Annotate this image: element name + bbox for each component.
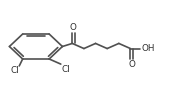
Text: OH: OH [141, 44, 155, 53]
Text: Cl: Cl [10, 66, 19, 75]
Text: O: O [128, 60, 135, 69]
Text: O: O [70, 23, 77, 32]
Text: Cl: Cl [62, 65, 70, 74]
